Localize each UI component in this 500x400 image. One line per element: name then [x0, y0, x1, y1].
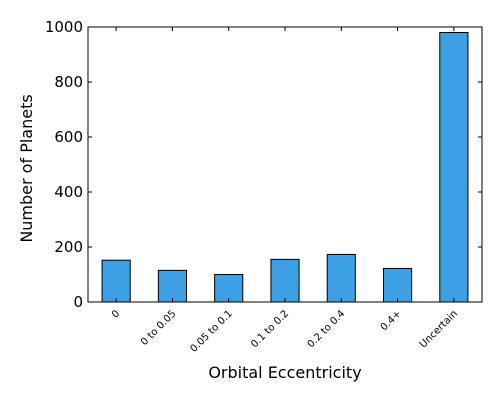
x-tick-label-6: Uncertain: [418, 308, 460, 350]
y-axis: 0 200 400 600 800 1000: [45, 18, 482, 311]
y-axis-label: Number of Planets: [17, 94, 36, 242]
x-tick-label-0: 0: [110, 308, 122, 320]
x-tick-label-4: 0.2 to 0.4: [306, 308, 348, 350]
bar-5: [383, 267, 413, 303]
y-tick-label-0: 0: [73, 293, 83, 311]
x-tick-label-2: 0.05 to 0.1: [188, 308, 234, 354]
bar-4: [326, 253, 356, 303]
x-tick-label-5: 0.4+: [379, 308, 404, 333]
y-tick-label-3: 600: [54, 128, 83, 146]
bar-3: [270, 258, 300, 303]
x-axis-label: Orbital Eccentricity: [208, 363, 361, 382]
bar-1: [157, 269, 188, 303]
y-tick-label-4: 800: [54, 73, 83, 91]
bar-0: [101, 259, 131, 303]
bar-6: [439, 32, 469, 303]
x-axis: 0 0 to 0.05 0.05 to 0.1 0.1 to 0.2 0.2 to 0.…: [110, 27, 460, 355]
x-tick-label-3: 0.1 to 0.2: [249, 308, 291, 350]
y-tick-label-1: 200: [54, 238, 83, 256]
y-tick-label-5: 1000: [45, 18, 83, 36]
bar-2: [214, 274, 244, 303]
y-tick-label-2: 400: [54, 183, 83, 201]
bars: [101, 32, 469, 303]
x-tick-label-1: 0 to 0.05: [139, 308, 179, 348]
